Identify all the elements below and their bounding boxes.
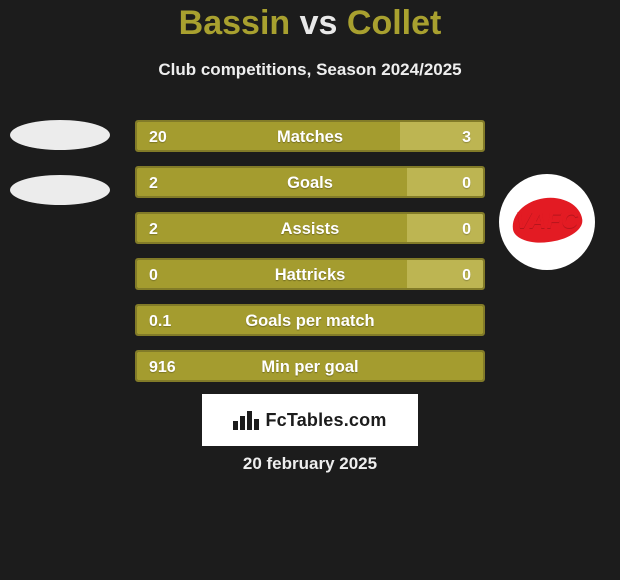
player1-name: Bassin bbox=[179, 4, 291, 42]
stat-value-right: 0 bbox=[462, 260, 471, 288]
stat-label: Goals per match bbox=[137, 306, 483, 334]
stat-value-right: 0 bbox=[462, 214, 471, 242]
stat-row: Min per goal916 bbox=[135, 350, 485, 382]
stat-row: Matches20 3 bbox=[135, 120, 485, 152]
stat-row: Goals per match0.1 bbox=[135, 304, 485, 336]
player2-club-badge: VAFC bbox=[499, 174, 595, 270]
chart-icon bbox=[233, 410, 259, 430]
page-title: Bassin vs Collet bbox=[0, 4, 620, 43]
stat-value-left: 0.1 bbox=[149, 306, 171, 334]
stat-value-left: 20 bbox=[149, 122, 167, 150]
stat-value-right: 0 bbox=[462, 168, 471, 196]
badge-text: VAFC bbox=[516, 207, 579, 234]
comparison-bars: Matches203Goals20Assists20Hattricks00Goa… bbox=[135, 120, 485, 396]
stat-row: Goals2 0 bbox=[135, 166, 485, 198]
stat-label: Goals bbox=[137, 168, 483, 196]
stat-label: Matches bbox=[137, 122, 483, 150]
date-label: 20 february 2025 bbox=[0, 454, 620, 474]
watermark-prefix: Fc bbox=[265, 410, 286, 430]
stat-row: Assists2 0 bbox=[135, 212, 485, 244]
player2-name: Collet bbox=[347, 4, 441, 42]
stat-value-left: 2 bbox=[149, 168, 158, 196]
stat-row: Hattricks0 0 bbox=[135, 258, 485, 290]
stat-value-right: 3 bbox=[462, 122, 471, 150]
subtitle: Club competitions, Season 2024/2025 bbox=[0, 60, 620, 80]
player1-club-placeholder-icon bbox=[10, 175, 110, 205]
vs-label: vs bbox=[300, 4, 338, 42]
stat-label: Hattricks bbox=[137, 260, 483, 288]
stat-label: Assists bbox=[137, 214, 483, 242]
stat-value-left: 2 bbox=[149, 214, 158, 242]
fctables-watermark: FcTables.com bbox=[202, 394, 418, 446]
stat-value-left: 916 bbox=[149, 352, 176, 380]
watermark-suffix: Tables.com bbox=[287, 410, 387, 430]
watermark-text: FcTables.com bbox=[265, 410, 386, 431]
stat-value-left: 0 bbox=[149, 260, 158, 288]
player1-placeholder-icon bbox=[10, 120, 110, 150]
stat-label: Min per goal bbox=[137, 352, 483, 380]
